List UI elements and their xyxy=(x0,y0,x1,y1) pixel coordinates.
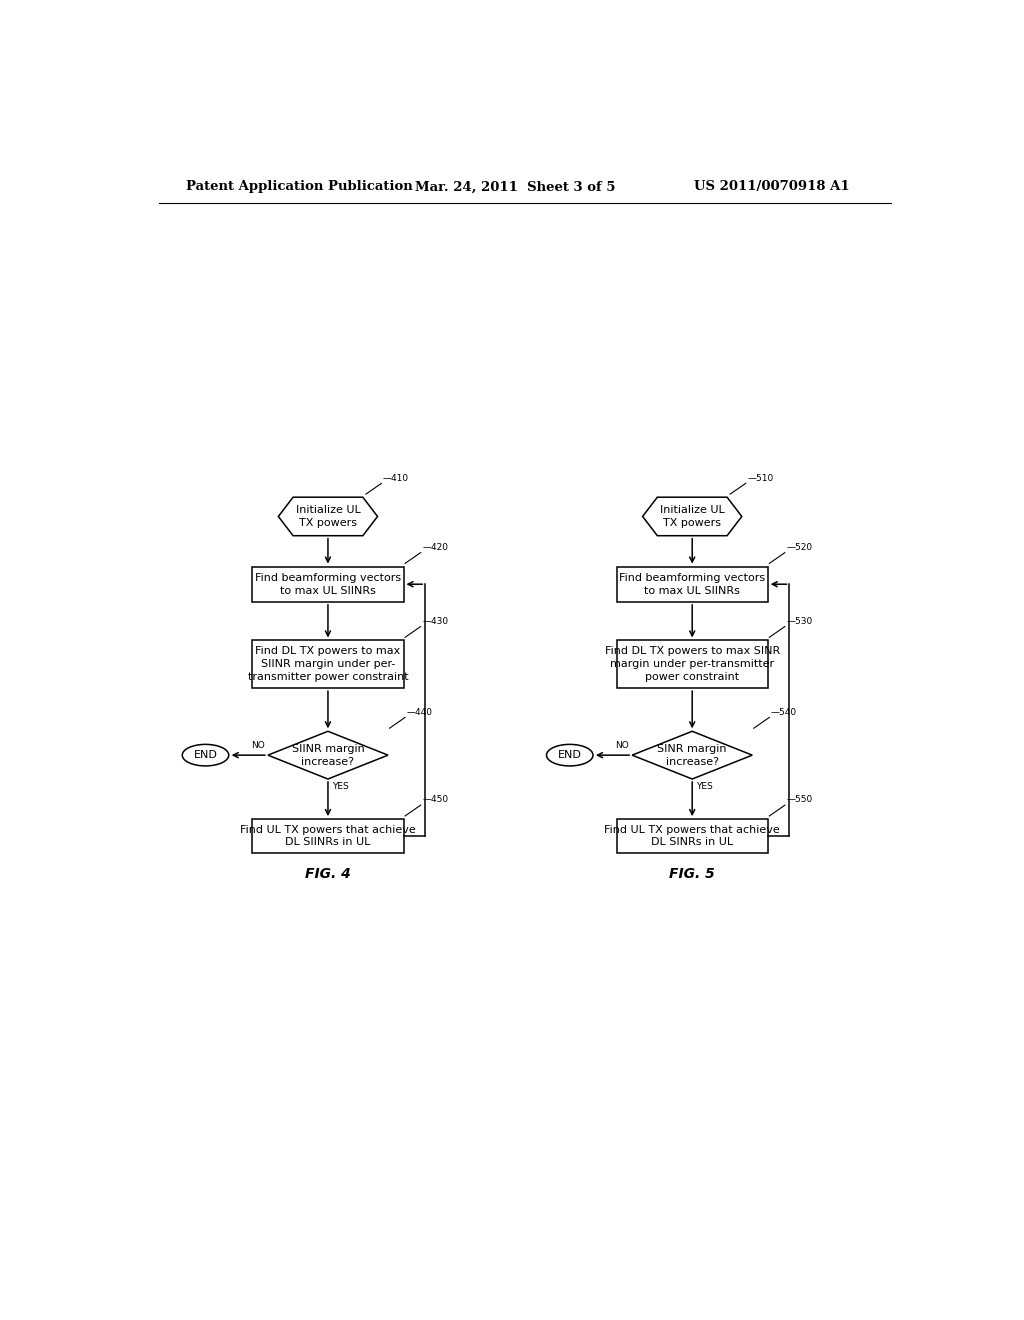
FancyBboxPatch shape xyxy=(616,818,768,853)
Text: YES: YES xyxy=(696,781,713,791)
Text: —510: —510 xyxy=(748,474,773,483)
Text: END: END xyxy=(558,750,582,760)
Text: END: END xyxy=(194,750,217,760)
Polygon shape xyxy=(632,731,753,779)
FancyBboxPatch shape xyxy=(252,818,403,853)
Text: Mar. 24, 2011  Sheet 3 of 5: Mar. 24, 2011 Sheet 3 of 5 xyxy=(415,181,615,194)
Text: US 2011/0070918 A1: US 2011/0070918 A1 xyxy=(693,181,849,194)
Text: Initialize UL
TX powers: Initialize UL TX powers xyxy=(659,506,725,528)
Text: Find beamforming vectors
to max UL SIINRs: Find beamforming vectors to max UL SIINR… xyxy=(620,573,765,595)
Text: —540: —540 xyxy=(771,708,797,717)
Text: —520: —520 xyxy=(786,543,812,552)
FancyBboxPatch shape xyxy=(252,640,403,688)
Polygon shape xyxy=(279,498,378,536)
Text: —550: —550 xyxy=(786,796,813,804)
Text: Patent Application Publication: Patent Application Publication xyxy=(186,181,413,194)
Text: Find beamforming vectors
to max UL SIINRs: Find beamforming vectors to max UL SIINR… xyxy=(255,573,401,595)
Text: —410: —410 xyxy=(383,474,410,483)
Text: FIG. 5: FIG. 5 xyxy=(670,867,715,882)
FancyBboxPatch shape xyxy=(616,640,768,688)
FancyBboxPatch shape xyxy=(252,566,403,602)
Polygon shape xyxy=(643,498,741,536)
Text: Find UL TX powers that achieve
DL SINRs in UL: Find UL TX powers that achieve DL SINRs … xyxy=(604,825,780,847)
Text: FIG. 4: FIG. 4 xyxy=(305,867,351,882)
Ellipse shape xyxy=(182,744,228,766)
Text: Initialize UL
TX powers: Initialize UL TX powers xyxy=(296,506,360,528)
FancyBboxPatch shape xyxy=(616,566,768,602)
Text: Find UL TX powers that achieve
DL SIINRs in UL: Find UL TX powers that achieve DL SIINRs… xyxy=(240,825,416,847)
Text: SIINR margin
increase?: SIINR margin increase? xyxy=(292,743,365,767)
Text: YES: YES xyxy=(332,781,348,791)
Text: —530: —530 xyxy=(786,616,813,626)
Text: —420: —420 xyxy=(422,543,449,552)
Text: Find DL TX powers to max SINR
margin under per-transmitter
power constraint: Find DL TX powers to max SINR margin und… xyxy=(604,647,780,682)
Polygon shape xyxy=(268,731,388,779)
Text: Find DL TX powers to max
SIINR margin under per-
transmitter power constraint: Find DL TX powers to max SIINR margin un… xyxy=(248,647,409,682)
Ellipse shape xyxy=(547,744,593,766)
Text: NO: NO xyxy=(615,741,629,750)
Text: —440: —440 xyxy=(407,708,432,717)
Text: —430: —430 xyxy=(422,616,449,626)
Text: SINR margin
increase?: SINR margin increase? xyxy=(657,743,727,767)
Text: —450: —450 xyxy=(422,796,449,804)
Text: NO: NO xyxy=(251,741,265,750)
